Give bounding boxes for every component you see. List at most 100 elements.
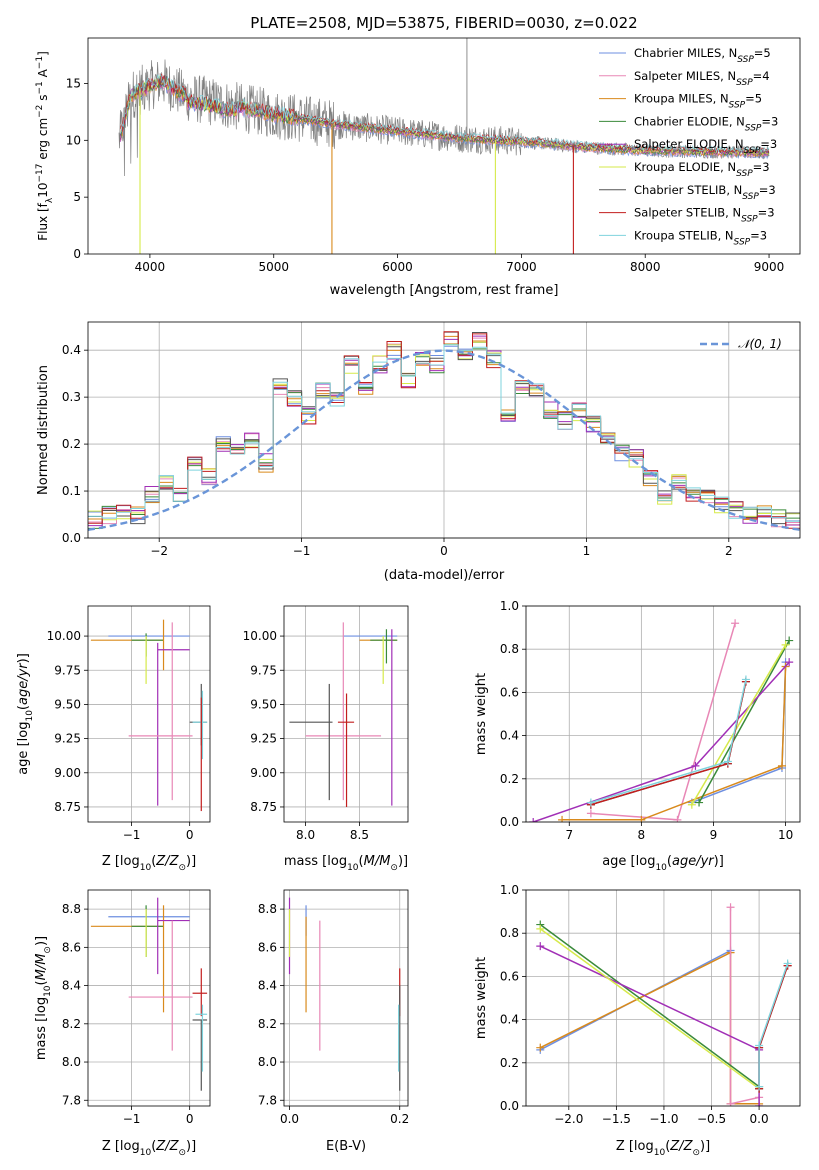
x-tick-label: 0	[440, 544, 448, 558]
legend-label: Chabrier MILES, NSSP=5	[634, 46, 771, 65]
weight-line	[532, 661, 790, 822]
x-axis-label: E(B-V)	[326, 1139, 366, 1154]
weight-marker	[536, 924, 545, 933]
label-part: ⊙	[178, 863, 186, 873]
mass-weight-vs-Z-panel: −2.0 −1.5 −1.0 −0.5 0.0 0.0 0.2 0.4 0.6 0.8 1.0 Z […	[474, 883, 801, 1158]
y-tick-label: 1.0	[500, 599, 519, 613]
label-part: =3	[759, 183, 776, 197]
x-tick-label: 2	[725, 544, 733, 558]
legend-label: Chabrier STELIB, NSSP=3	[634, 183, 776, 202]
weight-line	[590, 681, 747, 806]
label-part: erg cm	[36, 118, 50, 164]
y-tick-label: 0.2	[500, 1056, 519, 1070]
label-part: =5	[745, 92, 762, 106]
x-axis-label: mass [log10(M/M⊙)]	[284, 854, 408, 873]
label-part: SSP	[734, 237, 751, 247]
axes-frame	[87, 889, 211, 1107]
y-tick-label: 5	[73, 190, 81, 204]
weight-marker	[726, 903, 735, 912]
x-tick-label: 5000	[258, 260, 289, 274]
y-tick-label: 0.2	[500, 772, 519, 786]
weight-marker	[781, 640, 790, 649]
label-part: −1	[35, 81, 45, 94]
weight-line	[698, 640, 790, 803]
y-axis-label: mass weight	[474, 673, 489, 755]
label-part: =4	[753, 69, 770, 83]
axes-frame	[87, 605, 211, 823]
label-part: SSP	[737, 55, 754, 65]
y-tick-label: 10.00	[243, 629, 277, 643]
x-tick-label: 0	[186, 1112, 194, 1126]
label-part: M/M	[34, 954, 49, 981]
y-tick-label: 8.6	[62, 940, 81, 954]
y-tick-label: 8.2	[62, 1017, 81, 1031]
plot-area	[288, 897, 401, 1091]
y-tick-label: 9.50	[54, 697, 81, 711]
weight-line	[590, 679, 747, 804]
y-tick-label: 9.50	[250, 697, 277, 711]
axes-frame	[87, 37, 801, 255]
label-part: mass [log	[34, 997, 49, 1060]
label-part: ]	[36, 51, 50, 56]
weight-line	[758, 965, 789, 1089]
label-part: Kroupa STELIB, N	[634, 228, 734, 242]
y-tick-label: 8.8	[62, 902, 81, 916]
y-tick-label: 8.6	[258, 940, 277, 954]
weight-marker	[777, 761, 786, 770]
y-tick-label: 15	[66, 76, 81, 90]
axes-frame	[283, 889, 409, 1107]
weight-line	[539, 928, 760, 1090]
x-tick-label: −1	[123, 828, 141, 842]
label-part: =3	[760, 137, 777, 151]
axes-frame	[283, 605, 409, 823]
weight-marker	[755, 1041, 764, 1050]
y-tick-label: 10	[66, 133, 81, 147]
y-tick-label: 9.75	[54, 663, 81, 677]
y-axis-label: mass weight	[474, 957, 489, 1039]
label-part: −1	[35, 56, 45, 69]
label-part: −2	[35, 105, 45, 118]
x-tick-label: −1	[123, 1112, 141, 1126]
y-axis-label: mass [log10(M/M⊙)]	[34, 936, 53, 1060]
label-part: 10	[140, 1148, 152, 1158]
y-tick-label: 0.8	[500, 926, 519, 940]
legend-label: Salpeter MILES, NSSP=4	[634, 69, 770, 88]
label-part: ⊙	[692, 1148, 700, 1158]
weight-marker	[637, 815, 646, 822]
label-part: ⊙	[43, 946, 53, 954]
label-part: SSP	[744, 146, 761, 156]
label-part: age/yr	[16, 662, 31, 705]
label-part: 10	[140, 863, 152, 873]
legend-label: Kroupa MILES, NSSP=5	[634, 92, 762, 111]
x-tick-label: 4000	[135, 260, 166, 274]
label-part: (	[665, 1139, 670, 1154]
label-part: (	[359, 854, 364, 869]
y-tick-label: 9.25	[54, 732, 81, 746]
legend-label: Salpeter ELODIE, NSSP=3	[634, 137, 777, 156]
y-axis-label: age [log10(age/yr)]	[16, 653, 35, 775]
weight-line	[539, 951, 760, 1105]
label-part: Chabrier STELIB, N	[634, 183, 742, 197]
label-part: λ	[45, 197, 55, 203]
weight-marker	[783, 959, 792, 968]
y-tick-label: 1.0	[500, 883, 519, 897]
y-tick-label: 8.0	[258, 1055, 277, 1069]
y-tick-label: 8.2	[258, 1017, 277, 1031]
weight-marker	[755, 1102, 764, 1106]
label-part: (	[667, 854, 672, 869]
label-part: Salpeter STELIB, N	[634, 206, 741, 220]
plot-area	[90, 897, 208, 1091]
weight-marker	[673, 815, 682, 822]
weight-marker	[785, 658, 794, 667]
axes-frame	[87, 321, 801, 539]
label-part: age [log	[602, 854, 655, 869]
y-tick-label: 0.0	[500, 1099, 519, 1113]
label-part: =3	[750, 228, 767, 242]
label-part: 10	[347, 863, 359, 873]
y-tick-label: 0.4	[62, 343, 81, 357]
label-part: age/yr	[672, 854, 715, 869]
label-part: 10	[36, 183, 50, 198]
x-tick-label: 8.5	[350, 828, 369, 842]
weight-marker	[536, 942, 545, 951]
